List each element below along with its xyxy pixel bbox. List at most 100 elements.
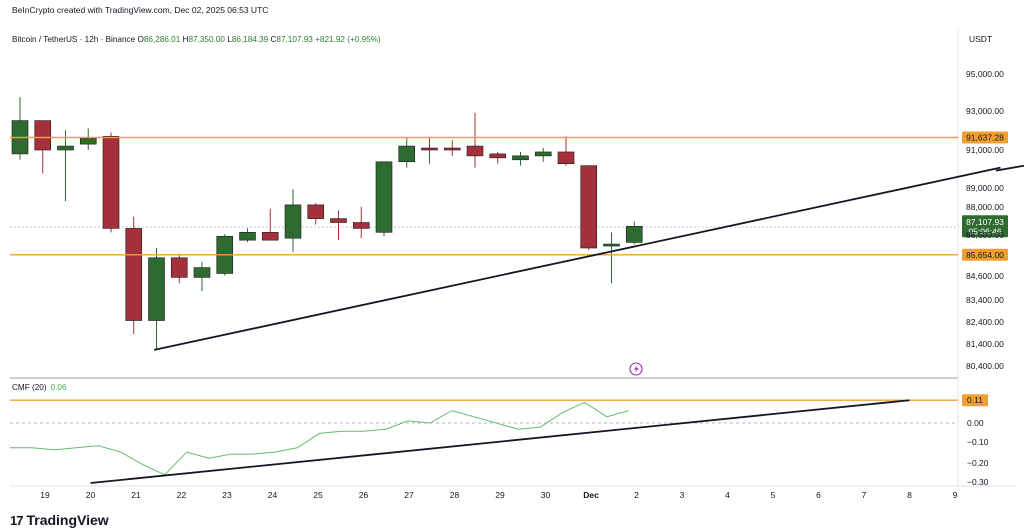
candle-up	[375, 161, 393, 233]
cmf-label: CMF (20)	[12, 383, 47, 392]
time-tick: 29	[495, 490, 505, 500]
candle-down	[557, 151, 575, 165]
cmf-trendline	[90, 399, 910, 484]
lightning-icon	[634, 365, 639, 373]
candle-up	[148, 257, 165, 321]
price-tick: 91,000.00	[966, 145, 1004, 155]
currency-label: USDT	[969, 34, 992, 44]
candle-down	[34, 120, 52, 151]
candle-down	[307, 204, 325, 219]
cmf-tick: −0.10	[967, 437, 989, 447]
current-price-tag	[962, 215, 1008, 238]
price-tick: 84,600.00	[966, 271, 1004, 281]
close-value: 87,107.93	[276, 35, 313, 44]
close-label: C	[270, 35, 277, 44]
cmf-tick: −0.20	[967, 458, 989, 468]
axes-group: USDT 95,000.00 93,000.00 91,000.00 89,000.00…	[40, 34, 1004, 500]
price-tick: 95,000.00	[966, 69, 1004, 79]
time-tick: 27	[404, 490, 414, 500]
candle-down	[170, 257, 188, 278]
time-tick: 21	[131, 490, 141, 500]
time-tick: 9	[953, 490, 958, 500]
time-tick: 7	[862, 490, 867, 500]
candle-down	[125, 228, 143, 321]
high-label: H	[182, 35, 189, 44]
candle-up	[57, 145, 74, 151]
candle-down	[421, 147, 438, 151]
time-tick: 24	[268, 490, 278, 500]
high-value: 87,350.00	[188, 35, 225, 44]
price-tick: 93,000.00	[966, 106, 1004, 116]
time-tick: 4	[725, 490, 730, 500]
ohlc-legend: Bitcoin / TetherUS · 12h · Binance O86,2…	[12, 35, 381, 44]
cmf-line	[10, 401, 629, 476]
price-tick: 83,400.00	[966, 295, 1004, 305]
price-tick: 89,000.00	[966, 183, 1004, 193]
time-tick: 6	[816, 490, 821, 500]
candle-up	[534, 151, 552, 157]
trendlines-group	[154, 164, 1024, 351]
cmf-tick: 0.00	[967, 418, 984, 428]
time-tick: 26	[359, 490, 369, 500]
cmf-group: 0.11	[10, 394, 988, 484]
price-tick: 80,400.00	[966, 361, 1004, 371]
candle-up	[239, 232, 256, 241]
time-tick: 2	[634, 490, 639, 500]
candle-up	[512, 155, 529, 161]
time-tick: 22	[177, 490, 187, 500]
cmf-value: 0.06	[50, 383, 67, 392]
cmf-legend: CMF (20) 0.06	[12, 383, 67, 392]
level-tag	[962, 131, 1008, 144]
cmf-level-tag	[962, 394, 988, 407]
candle-up	[603, 243, 620, 247]
candle-down	[489, 153, 507, 159]
open-label: O	[137, 35, 144, 44]
price-tick: 82,400.00	[966, 317, 1004, 327]
candle-down	[330, 218, 347, 223]
candle-down	[261, 232, 279, 241]
candle-down	[466, 145, 484, 157]
level-tag-label: 85,654.00	[966, 250, 1004, 260]
candle-down	[443, 147, 461, 151]
level-tag	[962, 248, 1008, 261]
candle-down	[580, 165, 598, 249]
time-tick: 23	[222, 490, 232, 500]
time-tick: Dec	[583, 490, 599, 500]
time-tick: 5	[771, 490, 776, 500]
candle-up	[284, 204, 302, 239]
tv-mark-icon: 17	[10, 513, 24, 528]
time-tick: 3	[680, 490, 685, 500]
candle-up	[79, 137, 97, 145]
time-tick: 28	[450, 490, 460, 500]
open-value: 86,286.01	[143, 35, 181, 44]
candle-down	[352, 222, 370, 229]
low-label: L	[227, 35, 232, 44]
price-tick: 86,600.00	[966, 230, 1004, 240]
candles-group	[11, 97, 643, 350]
brand-name: TradingView	[26, 512, 109, 528]
low-value: 86,184.39	[231, 35, 269, 44]
cmf-level-label: 0.11	[967, 395, 983, 405]
created-by-line: BeInCrypto created with TradingView.com,…	[12, 5, 269, 15]
time-tick: 19	[40, 490, 50, 500]
tradingview-logo: 17 TradingView	[10, 512, 109, 528]
time-tick: 20	[86, 490, 96, 500]
price-tick: 88,000.00	[966, 202, 1004, 212]
time-tick: 8	[907, 490, 912, 500]
cmf-tick: −0.30	[967, 477, 989, 487]
current-price-label: 87,107.93	[966, 217, 1004, 227]
time-tick: 25	[313, 490, 323, 500]
change-value: +821.92 (+0.95%)	[315, 35, 381, 44]
level-tag-label: 91,637.28	[966, 133, 1004, 143]
time-tick: 30	[541, 490, 551, 500]
candle-up	[625, 225, 643, 243]
countdown-label: 05:06:46	[968, 226, 1001, 236]
candle-up	[398, 145, 416, 163]
candle-down	[102, 135, 120, 229]
trendline	[154, 166, 1001, 351]
candle-up	[193, 267, 211, 278]
symbol-label: Bitcoin / TetherUS · 12h · Binance	[12, 35, 136, 44]
price-tick: 81,400.00	[966, 339, 1004, 349]
